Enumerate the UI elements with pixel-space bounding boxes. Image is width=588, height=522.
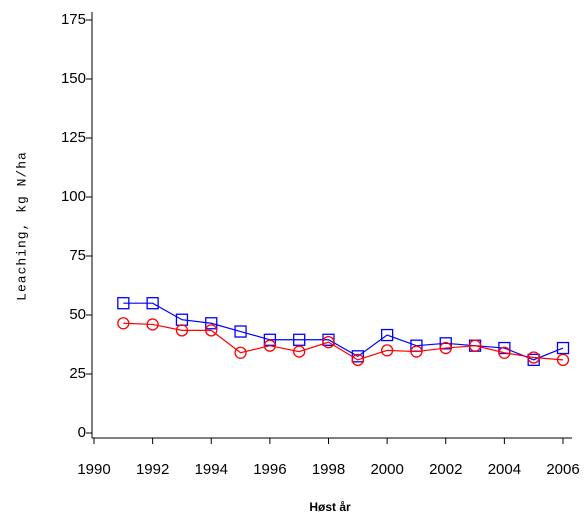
series-line <box>123 322 564 361</box>
marker <box>498 341 511 355</box>
marker <box>527 351 540 364</box>
marker <box>234 325 247 338</box>
marker <box>498 346 511 359</box>
marker <box>205 324 218 337</box>
marker <box>380 344 394 357</box>
marker <box>146 318 159 331</box>
marker <box>556 341 570 355</box>
marker <box>380 328 394 342</box>
marker <box>322 335 335 349</box>
y-tick-label: 25 <box>69 365 86 382</box>
marker <box>410 345 423 358</box>
marker <box>205 317 218 330</box>
y-tick-label: 125 <box>61 129 86 146</box>
y-tick-label: 175 <box>61 11 86 28</box>
y-tick-label: 50 <box>69 306 86 323</box>
marker <box>439 341 452 355</box>
x-tick-label: 1996 <box>253 461 286 478</box>
x-axis-title: Høst år <box>309 500 351 514</box>
x-tick-label: 2000 <box>370 461 403 478</box>
y-tick-label: 150 <box>61 70 86 87</box>
marker <box>351 353 364 366</box>
y-tick-label: 0 <box>78 424 86 441</box>
x-tick-label: 1998 <box>312 461 345 478</box>
marker <box>117 317 130 330</box>
x-tick-label: 1994 <box>195 461 228 478</box>
marker <box>146 297 159 310</box>
series-line <box>123 302 564 361</box>
x-tick-label: 2004 <box>488 461 521 478</box>
marker <box>117 297 130 310</box>
y-tick-label: 75 <box>69 247 86 264</box>
x-tick-label: 2006 <box>546 461 579 478</box>
y-tick-label: 100 <box>61 188 86 205</box>
marker <box>263 339 277 352</box>
marker <box>293 345 306 358</box>
x-tick-label: 1990 <box>77 461 110 478</box>
y-axis-title: Leaching, kg N/ha <box>14 151 29 301</box>
marker <box>468 339 482 352</box>
marker <box>175 324 189 337</box>
x-tick-label: 2002 <box>429 461 462 478</box>
marker <box>556 353 570 366</box>
x-tick-label: 1992 <box>136 461 169 478</box>
marker <box>234 346 247 359</box>
marker <box>439 337 452 350</box>
marker <box>293 333 306 346</box>
